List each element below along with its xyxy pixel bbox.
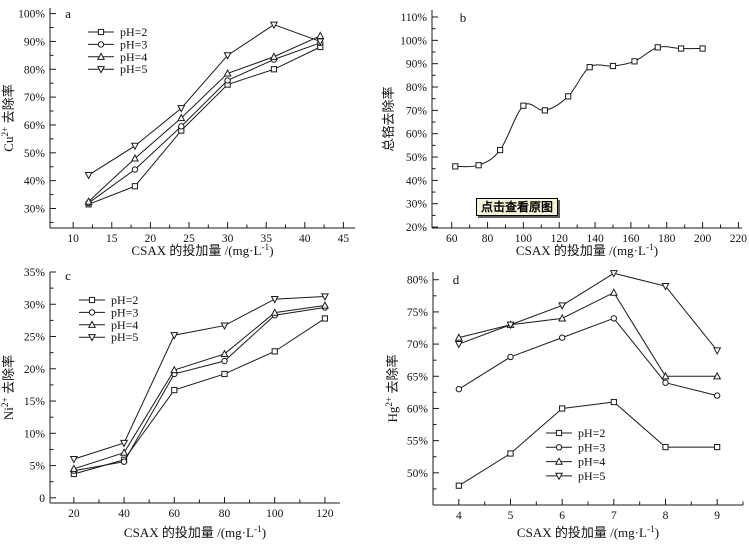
svg-text:CSAX 的投加量 /(mg·L-1): CSAX 的投加量 /(mg·L-1) xyxy=(131,243,273,258)
svg-text:10%: 10% xyxy=(24,428,46,440)
svg-text:45: 45 xyxy=(338,233,350,245)
svg-text:80%: 80% xyxy=(407,275,429,287)
svg-text:d: d xyxy=(453,272,460,287)
view-original-button[interactable]: 点击查看原图 xyxy=(476,198,558,216)
svg-text:Hg2+ 去除率: Hg2+ 去除率 xyxy=(385,354,400,422)
svg-text:90%: 90% xyxy=(24,36,46,48)
svg-text:100%: 100% xyxy=(18,9,45,21)
svg-text:15%: 15% xyxy=(24,396,46,408)
svg-text:pH=3: pH=3 xyxy=(120,37,147,51)
svg-text:5: 5 xyxy=(508,510,514,522)
svg-text:100: 100 xyxy=(515,233,533,245)
svg-text:80%: 80% xyxy=(406,82,428,94)
svg-text:CSAX 的投加量 /(mg·L-1): CSAX 的投加量 /(mg·L-1) xyxy=(516,243,658,258)
svg-text:6: 6 xyxy=(559,510,565,522)
chart-panel-d-hg-removal: 4 5 6 7 8 9 50% 55% 60% 65% 70% 75% 80% pH=2 pH=3 pH=4 p… xyxy=(375,260,749,553)
chart-svg-c: 20 40 60 80 100 12005%10%15%20%25%30%35%pH=2p… xyxy=(1,267,340,540)
svg-text:65%: 65% xyxy=(407,371,429,383)
svg-text:220: 220 xyxy=(730,233,748,245)
svg-text:Ni2+ 去除率: Ni2+ 去除率 xyxy=(1,355,16,420)
svg-text:CSAX 的投加量 /(mg·L-1): CSAX 的投加量 /(mg·L-1) xyxy=(124,525,266,540)
svg-text:a: a xyxy=(65,6,71,21)
svg-text:c: c xyxy=(65,268,71,283)
svg-text:20: 20 xyxy=(145,233,157,245)
svg-text:100%: 100% xyxy=(400,35,427,47)
svg-text:60: 60 xyxy=(446,233,458,245)
svg-text:60%: 60% xyxy=(24,120,46,132)
svg-text:200: 200 xyxy=(694,233,712,245)
svg-text:pH=4: pH=4 xyxy=(111,318,138,332)
chart-svg-b: 60 80 100 120 140 160 180 200 220 20% 30% 40% 50% 60%… xyxy=(381,10,748,258)
svg-text:60: 60 xyxy=(169,508,181,520)
svg-text:pH=3: pH=3 xyxy=(578,440,605,454)
svg-text:50%: 50% xyxy=(407,468,429,480)
svg-text:50%: 50% xyxy=(24,148,46,160)
svg-text:pH=5: pH=5 xyxy=(120,62,147,76)
svg-text:35: 35 xyxy=(260,233,272,245)
svg-text:20: 20 xyxy=(68,508,80,520)
svg-text:pH=4: pH=4 xyxy=(578,455,605,469)
svg-text:5%: 5% xyxy=(30,461,46,473)
svg-text:pH=3: pH=3 xyxy=(111,305,138,319)
chart-panel-c-ni-removal: 20 40 60 80 100 120 0 5% 10% 15% 20% 25% 30% 35% pH=2 p… xyxy=(0,260,374,553)
svg-text:110%: 110% xyxy=(401,12,428,24)
svg-text:60%: 60% xyxy=(406,129,428,141)
svg-text:15: 15 xyxy=(106,233,118,245)
svg-text:160: 160 xyxy=(622,233,640,245)
svg-text:20%: 20% xyxy=(24,364,46,376)
svg-text:pH=4: pH=4 xyxy=(120,50,147,64)
svg-text:40: 40 xyxy=(118,508,130,520)
svg-text:120: 120 xyxy=(316,508,334,520)
svg-text:30: 30 xyxy=(222,233,234,245)
svg-text:20%: 20% xyxy=(406,222,428,234)
svg-text:pH=5: pH=5 xyxy=(111,330,138,344)
svg-text:pH=2: pH=2 xyxy=(120,25,147,39)
svg-text:100: 100 xyxy=(266,508,284,520)
svg-text:30%: 30% xyxy=(24,299,46,311)
chart-svg-a: 10 15 20 25 30 35 40 45 30% 40% 50% 60% 70% 80% 90% 100… xyxy=(1,6,355,258)
svg-text:pH=5: pH=5 xyxy=(578,469,605,483)
svg-text:CSAX 的投加量 /(mg·L-1): CSAX 的投加量 /(mg·L-1) xyxy=(517,525,659,540)
svg-text:35%: 35% xyxy=(24,267,46,279)
svg-text:pH=2: pH=2 xyxy=(111,293,138,307)
svg-text:4: 4 xyxy=(456,510,462,522)
svg-text:b: b xyxy=(460,10,467,25)
svg-text:75%: 75% xyxy=(407,307,429,319)
svg-text:pH=2: pH=2 xyxy=(578,426,605,440)
svg-text:80%: 80% xyxy=(24,64,46,76)
svg-text:25: 25 xyxy=(183,233,195,245)
svg-text:120: 120 xyxy=(551,233,569,245)
svg-text:40%: 40% xyxy=(24,176,46,188)
svg-text:70%: 70% xyxy=(407,339,429,351)
svg-text:40%: 40% xyxy=(406,175,428,187)
svg-text:9: 9 xyxy=(714,510,720,522)
svg-text:70%: 70% xyxy=(406,105,428,117)
chart-panel-b-total-cr-removal: 60 80 100 120 140 160 180 200 220 20% 30% 40% 50% 60%… xyxy=(375,0,749,260)
svg-text:80: 80 xyxy=(482,233,494,245)
svg-text:总铬去除率: 总铬去除率 xyxy=(381,86,396,151)
svg-text:70%: 70% xyxy=(24,92,46,104)
svg-text:0: 0 xyxy=(39,493,45,505)
chart-panel-a-cu-removal: 10 15 20 25 30 35 40 45 30% 40% 50% 60% 70% 80% 90% 100… xyxy=(0,0,374,260)
chart-svg-d: 4 5 6 7 8 9 50% 55% 60% 65% 70% 75% 80% pH=2pH=3pH=4p… xyxy=(385,270,744,540)
svg-text:30%: 30% xyxy=(24,204,46,216)
svg-text:55%: 55% xyxy=(407,436,429,448)
svg-text:60%: 60% xyxy=(407,403,429,415)
svg-text:25%: 25% xyxy=(24,332,46,344)
svg-text:8: 8 xyxy=(663,510,669,522)
svg-text:140: 140 xyxy=(586,233,604,245)
svg-text:90%: 90% xyxy=(406,59,428,71)
svg-text:40: 40 xyxy=(299,233,311,245)
svg-text:10: 10 xyxy=(67,233,79,245)
svg-text:80: 80 xyxy=(219,508,231,520)
svg-text:Cu2+ 去除率: Cu2+ 去除率 xyxy=(1,84,16,151)
svg-text:180: 180 xyxy=(658,233,676,245)
svg-text:7: 7 xyxy=(611,510,617,522)
svg-text:30%: 30% xyxy=(406,199,428,211)
svg-text:50%: 50% xyxy=(406,152,428,164)
